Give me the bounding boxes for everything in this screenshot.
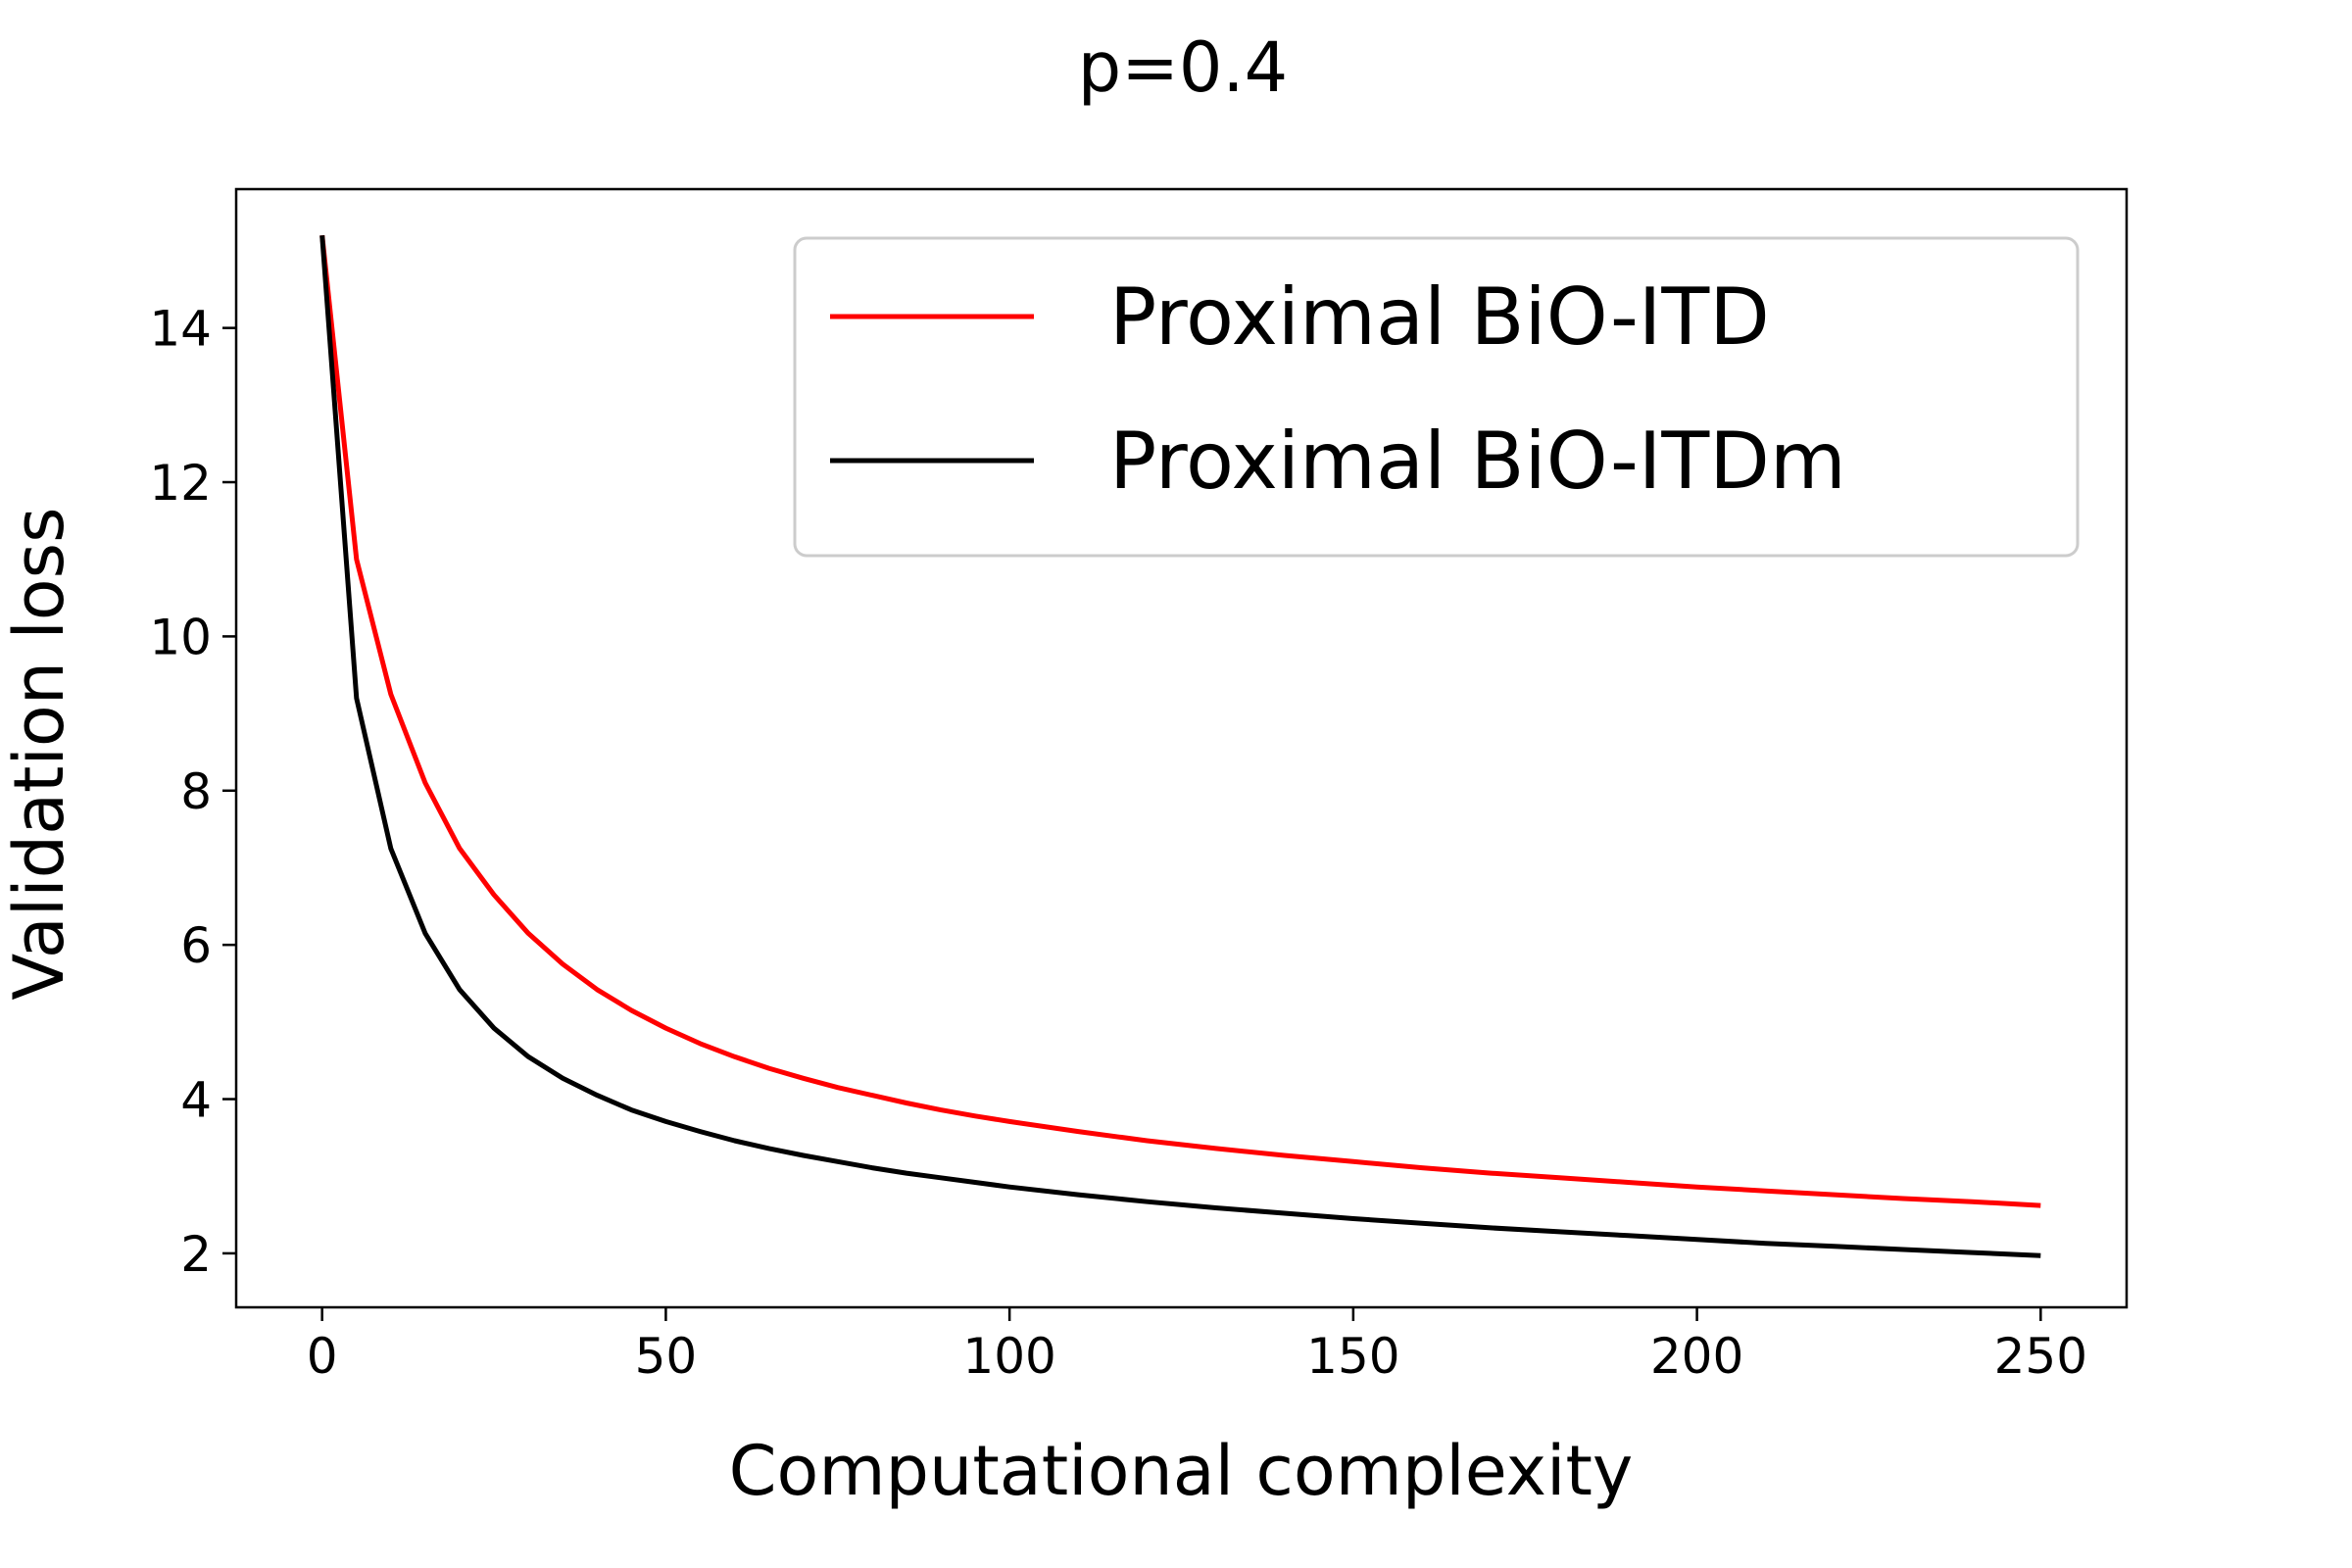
legend-label-proximal-bio-itd: Proximal BiO-ITD — [1109, 271, 1770, 363]
y-axis-label: Validation loss — [0, 507, 79, 1000]
series-line-proximal-bio-itd — [319, 234, 2041, 1208]
legend: Proximal BiO-ITD Proximal BiO-ITDm — [793, 236, 2080, 558]
tick-layer: 0 50 100 150 200 250 2 4 6 8 10 12 14 — [149, 301, 2087, 1385]
x-tick-label-250: 250 — [1994, 1328, 2087, 1385]
x-tick-label-0: 0 — [307, 1328, 338, 1385]
x-tick-label-200: 200 — [1650, 1328, 1743, 1385]
y-tick-label-14: 14 — [149, 301, 212, 358]
legend-label-proximal-bio-itdm: Proximal BiO-ITDm — [1109, 416, 1846, 507]
series-layer — [319, 234, 2041, 1258]
plot-frame — [234, 187, 2129, 1309]
y-tick-label-10: 10 — [149, 609, 212, 665]
series-line-proximal-bio-itdm — [319, 235, 2041, 1258]
y-tick-label-2: 2 — [180, 1226, 212, 1283]
chart-title: p=0.4 — [1078, 27, 1288, 108]
x-tick-label-100: 100 — [962, 1328, 1055, 1385]
legend-box — [793, 236, 2080, 558]
x-axis-label: Computational complexity — [729, 1431, 1634, 1511]
x-tick-label-50: 50 — [635, 1328, 698, 1385]
y-tick-label-8: 8 — [180, 763, 212, 820]
x-tick-label-150: 150 — [1306, 1328, 1399, 1385]
y-tick-label-12: 12 — [149, 455, 212, 512]
y-tick-label-6: 6 — [180, 917, 212, 974]
y-tick-label-4: 4 — [180, 1072, 212, 1129]
